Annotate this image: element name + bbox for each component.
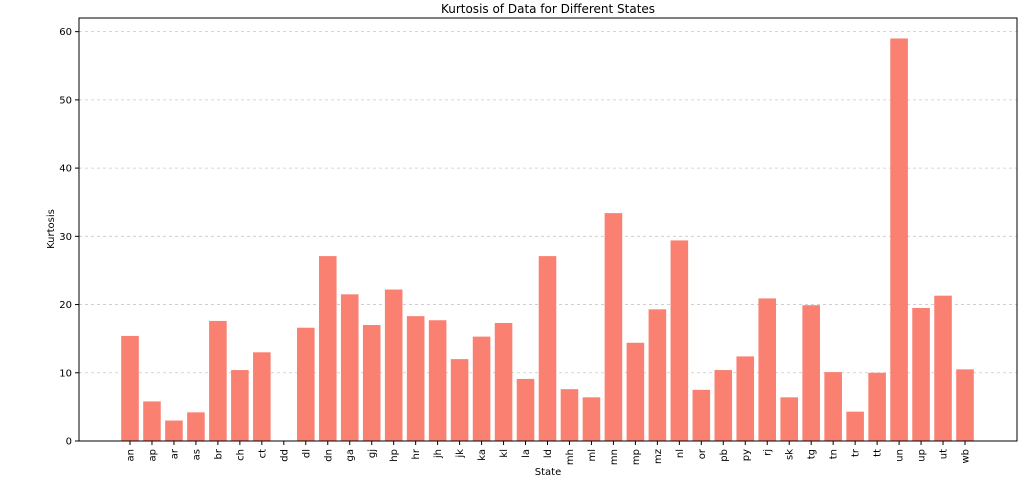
bar-ka bbox=[472, 336, 491, 441]
x-tick-label-ar: ar bbox=[169, 448, 180, 459]
bar-un bbox=[890, 38, 908, 441]
y-tick-label: 40 bbox=[59, 164, 72, 175]
bar-an bbox=[121, 335, 139, 441]
x-tick-label-or: or bbox=[697, 448, 708, 459]
x-tick-label-mh: mh bbox=[565, 449, 576, 465]
y-tick-label: 50 bbox=[59, 95, 72, 106]
x-tick-label-ka: ka bbox=[477, 449, 488, 461]
x-tick-label-hr: hr bbox=[411, 448, 422, 459]
y-tick-label: 30 bbox=[59, 232, 72, 243]
x-tick-label-wb: wb bbox=[961, 449, 972, 464]
x-tick-label-hp: hp bbox=[389, 449, 400, 462]
y-tick-label: 60 bbox=[59, 27, 72, 38]
y-tick-label: 20 bbox=[59, 300, 72, 311]
bar-ch bbox=[231, 370, 249, 441]
x-tick-label-dd: dd bbox=[279, 449, 290, 462]
x-tick-label-nl: nl bbox=[675, 449, 686, 458]
bar-jk bbox=[450, 359, 469, 441]
x-axis-label: State bbox=[535, 467, 561, 478]
x-tick-label-dl: dl bbox=[301, 449, 312, 458]
bar-mn bbox=[604, 213, 623, 441]
bar-mp bbox=[626, 342, 645, 441]
x-tick-label-mz: mz bbox=[653, 449, 664, 464]
bar-dn bbox=[318, 256, 337, 441]
x-tick-label-ct: ct bbox=[257, 449, 268, 458]
bar-ut bbox=[934, 295, 952, 441]
gridlines bbox=[79, 31, 1017, 374]
x-tick-label-jh: jh bbox=[433, 449, 444, 459]
bar-jh bbox=[428, 320, 447, 441]
bar-ct bbox=[253, 352, 271, 441]
x-tick-label-ap: ap bbox=[147, 449, 158, 461]
bar-ld bbox=[538, 256, 557, 441]
bar-ar bbox=[165, 420, 183, 441]
x-tick-label-dn: dn bbox=[323, 449, 334, 462]
y-axis-label: Kurtosis bbox=[46, 209, 57, 249]
bar-wb bbox=[956, 369, 974, 441]
bar-rj bbox=[758, 298, 777, 441]
bar-tn bbox=[824, 372, 842, 441]
bar-ml bbox=[582, 397, 601, 441]
x-tick-label-tt: tt bbox=[873, 449, 884, 457]
x-tick-label-la: la bbox=[521, 449, 532, 458]
x-tick-label-sk: sk bbox=[785, 449, 796, 460]
x-tick-label-pb: pb bbox=[719, 449, 730, 462]
bar-mz bbox=[648, 309, 667, 441]
x-tick-label-as: as bbox=[191, 449, 202, 460]
x-tick-label-py: py bbox=[741, 449, 752, 461]
x-tick-label-ld: ld bbox=[543, 449, 554, 458]
x-tick-label-rj: rj bbox=[763, 449, 774, 456]
bar-gj bbox=[362, 325, 381, 441]
bar-tg bbox=[802, 305, 820, 441]
x-tick-label-br: br bbox=[213, 448, 224, 459]
x-tick-label-ml: ml bbox=[587, 449, 598, 462]
x-tick-label-ga: ga bbox=[345, 449, 356, 461]
bar-up bbox=[912, 307, 930, 441]
bar-or bbox=[692, 389, 711, 441]
y-tick-label: 0 bbox=[66, 437, 72, 448]
bar-mh bbox=[560, 389, 579, 441]
x-tick-label-an: an bbox=[126, 449, 137, 461]
y-axis-ticks: 0 10 20 30 40 50 60 bbox=[59, 27, 79, 448]
bar-br bbox=[209, 320, 227, 441]
x-tick-label-gj: gj bbox=[367, 449, 378, 458]
bar-as bbox=[187, 412, 205, 441]
bar-la bbox=[516, 378, 535, 441]
bar-hp bbox=[384, 289, 403, 441]
x-tick-label-tr: tr bbox=[851, 448, 862, 457]
bar-tr bbox=[846, 411, 864, 441]
x-tick-label-jk: jk bbox=[455, 449, 466, 459]
x-tick-label-up: up bbox=[917, 449, 928, 462]
bar-sk bbox=[780, 397, 798, 441]
bar-py bbox=[736, 356, 755, 441]
x-tick-label-tn: tn bbox=[829, 449, 840, 459]
bar-pb bbox=[714, 370, 733, 441]
bar-ga bbox=[340, 294, 359, 441]
x-axis-ticks: an ap ar as br ch ct dd dl dn ga gj hp hr jh jk ka kl la ld… bbox=[126, 441, 972, 465]
bar-kl bbox=[494, 322, 513, 441]
x-tick-label-mp: mp bbox=[631, 449, 642, 465]
y-tick-label: 10 bbox=[59, 368, 72, 379]
bar-ap bbox=[143, 401, 161, 441]
x-tick-label-mn: mn bbox=[609, 449, 620, 465]
x-tick-label-tg: tg bbox=[807, 449, 818, 459]
x-tick-label-ut: ut bbox=[939, 449, 950, 459]
bar-dl bbox=[297, 327, 315, 441]
chart-title: Kurtosis of Data for Different States bbox=[441, 2, 655, 16]
bar-hr bbox=[406, 316, 425, 441]
x-tick-label-kl: kl bbox=[499, 449, 510, 458]
bars bbox=[121, 38, 974, 441]
bar-nl bbox=[670, 240, 689, 441]
x-tick-label-ch: ch bbox=[235, 449, 246, 461]
x-tick-label-un: un bbox=[895, 449, 906, 462]
bar-tt bbox=[868, 372, 886, 441]
